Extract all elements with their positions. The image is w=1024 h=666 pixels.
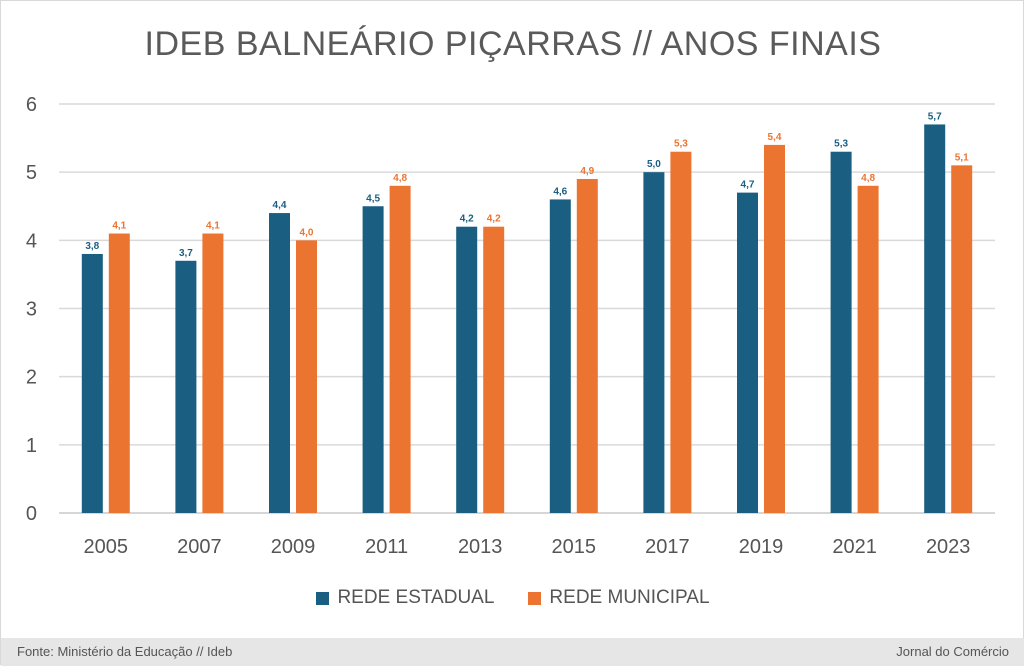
legend-label-estadual: REDE ESTADUAL — [337, 587, 495, 608]
source-note: Fonte: Ministério da Educação // Ideb — [17, 644, 233, 659]
legend-swatch-estadual — [316, 591, 330, 605]
y-tick-label: 0 — [26, 503, 37, 525]
bar-estadual — [81, 253, 103, 513]
y-tick-label: 6 — [26, 94, 37, 116]
data-label-estadual: 4,6 — [553, 186, 567, 197]
x-tick-label: 2023 — [926, 536, 971, 558]
legend-swatch-municipal — [528, 591, 542, 605]
data-label-municipal: 4,8 — [393, 173, 407, 184]
bar-municipal — [202, 233, 224, 513]
bar-estadual — [924, 124, 946, 513]
bar-municipal — [576, 178, 598, 513]
bar-municipal — [764, 144, 785, 513]
bar-municipal — [296, 240, 317, 514]
bar-municipal — [389, 185, 411, 514]
bar-municipal — [857, 185, 879, 514]
data-label-municipal: 5,3 — [674, 139, 688, 150]
legend-item-municipal: REDE MUNICIPAL — [528, 587, 710, 609]
bar-estadual — [362, 206, 384, 513]
x-tick-label: 2005 — [84, 536, 129, 558]
data-label-municipal: 4,2 — [487, 214, 501, 225]
bar-municipal — [951, 165, 973, 513]
x-tick-label: 2017 — [645, 536, 690, 558]
data-label-estadual: 3,7 — [179, 248, 193, 259]
x-tick-label: 2019 — [739, 536, 784, 558]
data-label-municipal: 4,0 — [300, 227, 314, 238]
x-tick-label: 2021 — [832, 536, 877, 558]
bar-estadual — [830, 151, 852, 513]
y-tick-label: 2 — [26, 367, 37, 389]
x-tick-label: 2011 — [365, 536, 408, 558]
data-label-estadual: 5,7 — [928, 111, 942, 122]
data-label-municipal: 5,4 — [768, 132, 782, 143]
chart-title: IDEB BALNEÁRIO PIÇARRAS // ANOS FINAIS — [144, 25, 882, 63]
y-tick-label: 4 — [26, 230, 37, 252]
data-label-municipal: 4,1 — [112, 221, 126, 232]
publisher-brand: Jornal do Comércio — [896, 644, 1009, 659]
data-label-estadual: 4,7 — [741, 180, 755, 191]
footer-bar: Fonte: Ministério da Educação // Ideb Jo… — [1, 638, 1024, 666]
x-tick-label: 2007 — [177, 536, 222, 558]
bar-estadual — [643, 172, 665, 513]
bar-estadual — [456, 226, 478, 513]
bar-municipal — [483, 226, 505, 513]
x-tick-label: 2015 — [552, 536, 597, 558]
y-tick-label: 5 — [26, 162, 37, 184]
y-tick-label: 1 — [26, 435, 37, 457]
data-label-estadual: 5,0 — [647, 159, 661, 170]
bar-municipal — [108, 233, 130, 513]
data-label-estadual: 4,5 — [366, 193, 380, 204]
y-tick-label: 3 — [26, 299, 37, 321]
data-label-estadual: 4,2 — [460, 214, 474, 225]
bar-estadual — [549, 199, 571, 513]
legend-item-estadual: REDE ESTADUAL — [316, 587, 494, 609]
data-label-municipal: 4,8 — [861, 173, 875, 184]
legend-label-municipal: REDE MUNICIPAL — [549, 587, 710, 608]
bar-municipal — [670, 151, 692, 513]
data-label-estadual: 3,8 — [85, 241, 99, 252]
x-tick-label: 2009 — [271, 536, 316, 558]
data-label-municipal: 4,1 — [206, 221, 220, 232]
bar-estadual — [175, 260, 197, 513]
bar-estadual — [269, 213, 290, 514]
x-tick-label: 2013 — [458, 536, 503, 558]
data-label-municipal: 4,9 — [580, 166, 594, 177]
data-label-municipal: 5,1 — [955, 152, 969, 163]
chart-legend: REDE ESTADUAL REDE MUNICIPAL — [1, 587, 1024, 609]
data-label-estadual: 5,3 — [834, 139, 848, 150]
bar-estadual — [737, 192, 758, 513]
data-label-estadual: 4,4 — [273, 200, 287, 211]
